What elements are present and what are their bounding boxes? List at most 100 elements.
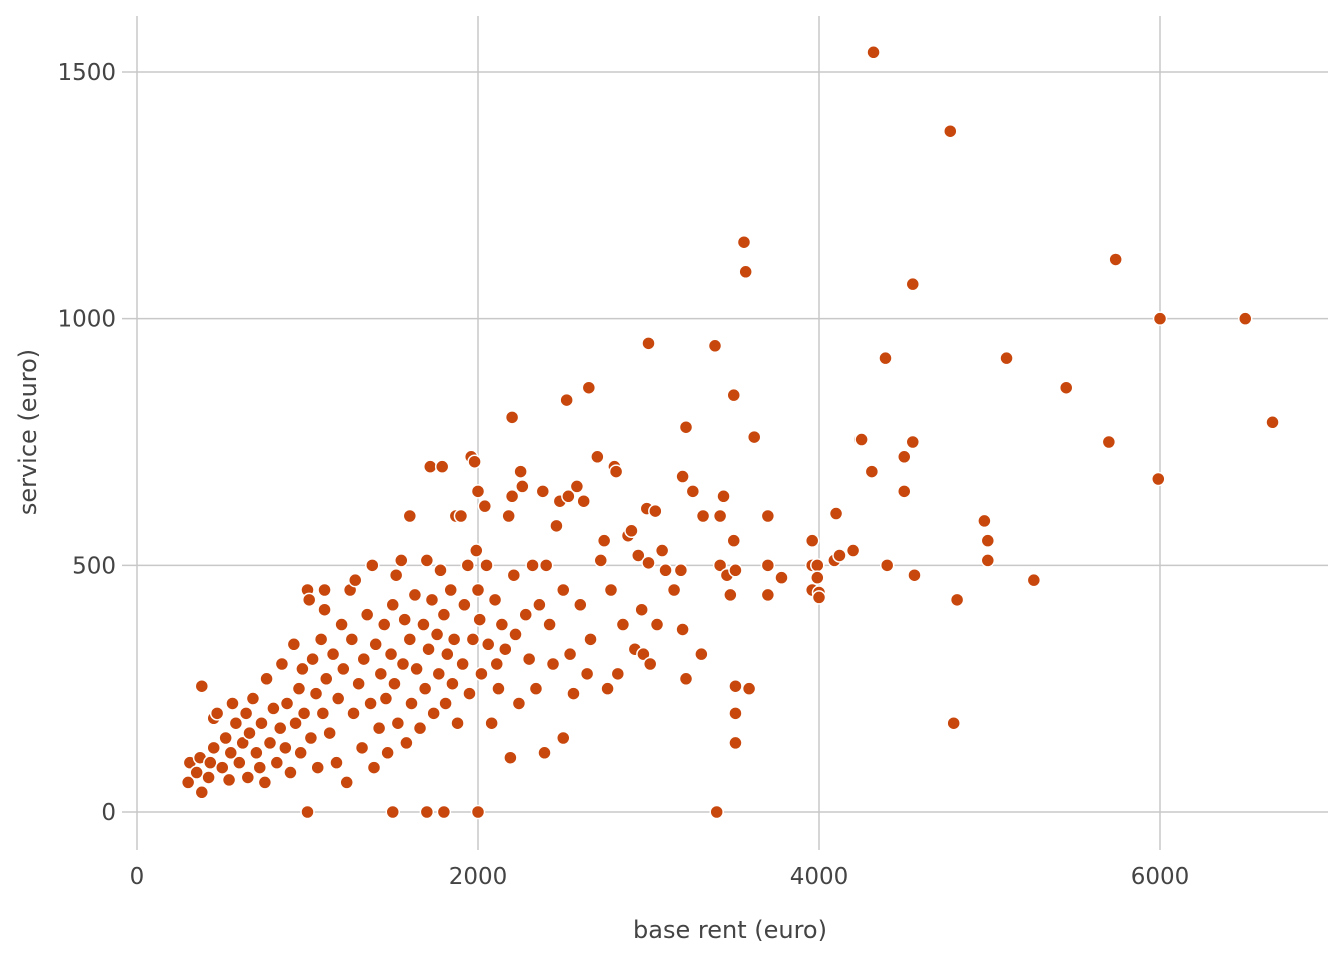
data-point: [709, 804, 724, 820]
data-point: [828, 506, 844, 521]
data-point: [201, 770, 216, 785]
data-point: [354, 740, 370, 756]
data-point: [810, 558, 825, 573]
data-point: [538, 558, 554, 573]
data-point: [542, 617, 557, 632]
data-point: [596, 533, 612, 548]
data-point: [419, 553, 435, 568]
data-point: [460, 558, 476, 573]
data-point: [513, 464, 528, 479]
data-point: [576, 493, 591, 509]
data-point: [600, 681, 615, 696]
data-point: [980, 553, 996, 568]
data-point: [712, 558, 728, 573]
data-point: [474, 666, 489, 682]
data-point: [615, 617, 631, 632]
data-point: [436, 804, 452, 820]
data-point: [334, 617, 349, 632]
data-point: [462, 686, 477, 701]
data-point: [610, 666, 626, 682]
data-point: [206, 740, 221, 756]
data-point: [383, 646, 399, 662]
data-point: [397, 612, 412, 627]
data-point: [288, 715, 303, 731]
data-point: [245, 691, 261, 706]
data-points: [180, 45, 1280, 820]
data-point: [608, 464, 624, 479]
data-point: [252, 760, 268, 775]
data-point: [313, 632, 329, 647]
data-point: [445, 676, 460, 691]
data-point: [310, 760, 325, 775]
data-point: [371, 720, 387, 736]
data-point: [329, 755, 344, 770]
data-point: [366, 760, 382, 775]
data-point: [301, 592, 317, 608]
data-point: [491, 681, 506, 696]
data-point: [569, 479, 585, 494]
data-point: [712, 508, 728, 524]
data-point: [378, 691, 394, 706]
data-point: [878, 350, 893, 366]
data-point: [409, 661, 424, 677]
data-point: [562, 646, 578, 662]
data-point: [537, 745, 552, 761]
data-point: [344, 632, 360, 647]
data-point: [579, 666, 595, 682]
data-point: [336, 661, 351, 677]
data-point: [240, 770, 256, 785]
data-point: [685, 484, 701, 499]
data-point: [380, 745, 395, 761]
data-point: [317, 602, 332, 617]
data-point: [465, 632, 481, 647]
data-point: [399, 735, 414, 751]
data-point: [1058, 380, 1074, 395]
data-point: [346, 706, 361, 721]
data-point: [678, 419, 694, 435]
data-point: [480, 637, 496, 652]
data-point: [373, 666, 389, 682]
data-point: [203, 755, 218, 770]
data-point: [221, 772, 237, 788]
data-point: [477, 498, 493, 514]
data-point: [368, 637, 383, 652]
data-point: [649, 617, 665, 632]
data-point: [811, 590, 827, 605]
data-point: [583, 632, 598, 647]
data-point: [402, 508, 418, 524]
data-point: [593, 553, 609, 568]
data-point: [412, 720, 428, 736]
data-point: [479, 558, 494, 573]
data-point: [897, 449, 912, 465]
data-point: [738, 264, 753, 280]
data-point: [845, 543, 861, 558]
data-point: [506, 567, 522, 583]
data-point: [291, 681, 307, 696]
data-point: [498, 641, 513, 657]
data-point: [556, 582, 571, 598]
data-point: [508, 627, 523, 642]
data-point: [905, 434, 921, 450]
data-point: [457, 597, 472, 613]
data-point: [395, 656, 411, 672]
data-point: [472, 612, 487, 627]
data-point: [603, 582, 619, 598]
data-point: [525, 558, 540, 573]
data-point: [254, 715, 269, 731]
data-point: [394, 553, 409, 568]
data-point: [339, 775, 354, 790]
data-point: [453, 508, 469, 524]
data-point: [388, 567, 404, 583]
data-point: [489, 656, 505, 672]
data-point: [590, 449, 605, 465]
data-point: [235, 735, 250, 751]
data-point: [658, 563, 673, 578]
data-point: [467, 454, 482, 469]
data-point: [631, 548, 646, 563]
data-point: [832, 548, 847, 563]
data-point: [545, 656, 561, 672]
x-axis-label: base rent (euro): [633, 916, 827, 944]
data-point: [1101, 434, 1117, 450]
data-point: [504, 489, 520, 504]
data-point: [1151, 471, 1166, 487]
